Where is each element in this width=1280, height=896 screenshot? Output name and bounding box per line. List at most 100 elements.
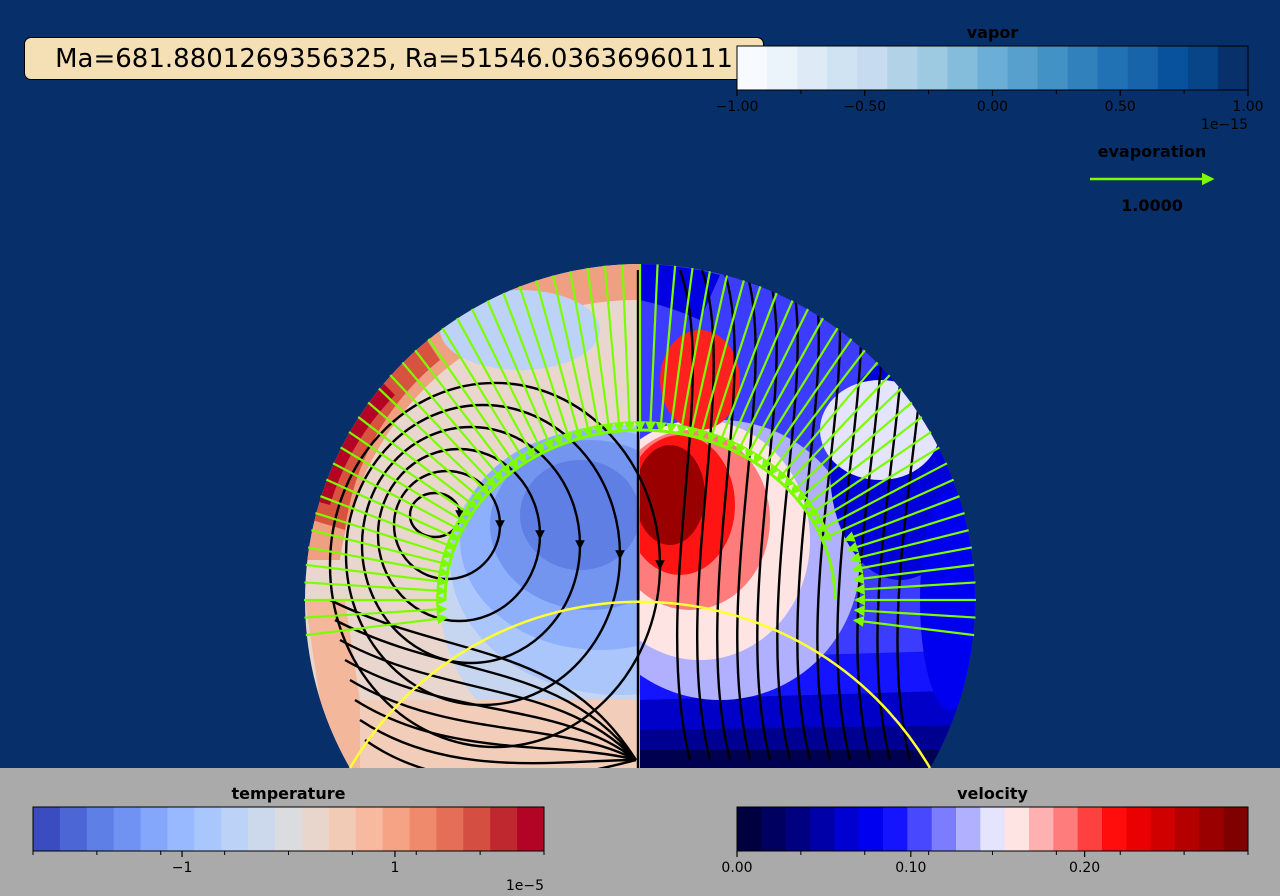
velocity-colorbar-tick-label: 0.20 — [1069, 860, 1100, 876]
vapor-colorbar-tick-label: 1.00 — [1232, 99, 1263, 115]
temperature-colorbar-swatch — [248, 807, 276, 851]
evaporation-arrow — [796, 401, 913, 502]
evaporation-arrow — [761, 338, 853, 470]
temperature-colorbar-swatch — [328, 807, 357, 851]
evaporation-arrow — [340, 446, 469, 524]
velocity-colorbar: velocity 0.00 0.10 0.20 — [721, 784, 1249, 876]
temperature-colorbar: temperature −1 1 1e−5 — [32, 784, 545, 894]
evaporation-key-label: evaporation — [1098, 142, 1207, 161]
evaporation-arrow — [311, 529, 452, 568]
streamline — [354, 698, 637, 762]
vapor-colorbar-swatch — [1187, 46, 1219, 90]
velocity-colorbar-swatch — [810, 807, 835, 851]
inner-boundary — [443, 428, 837, 601]
vapor-colorbar: vapor −1.00 −0.50 0.00 0.50 1.00 1e−15 — [716, 23, 1264, 133]
evaporation-arrow — [441, 327, 527, 465]
vapor-colorbar-swatch — [857, 46, 888, 90]
temperature-colorbar-swatch — [140, 807, 168, 851]
evaporation-arrow — [745, 317, 824, 460]
title-text: Ma=681.8801269356325, Ra=51546.036369601… — [55, 43, 733, 74]
velocity-colorbar-swatch — [1004, 807, 1030, 851]
velocity-colorbar-swatch — [761, 807, 787, 851]
evaporation-arrow — [816, 462, 948, 532]
evaporation-arrow — [843, 495, 960, 542]
evaporation-arrow — [852, 563, 975, 585]
temperature-colorbar-tick-label: −1 — [172, 860, 193, 876]
evaporation-arrow — [655, 265, 677, 434]
streamline — [776, 269, 799, 761]
streamline — [360, 425, 585, 665]
evaporation-arrow — [789, 387, 902, 495]
evaporation-arrow — [807, 431, 932, 517]
vapor-colorbar-swatch — [1127, 46, 1159, 90]
vapor-colorbar-swatch — [797, 46, 828, 90]
evaporation-arrow — [389, 374, 497, 488]
evaporation-arrow — [471, 308, 544, 455]
vapor-colorbar-tick-label: 0.00 — [977, 99, 1008, 115]
streamline — [329, 598, 638, 761]
evaporation-arrow — [378, 387, 491, 495]
evaporation-arrow — [769, 349, 866, 476]
velocity-colorbar-tick-label: 0.10 — [895, 860, 926, 876]
velocity-colorbar-swatch — [1199, 807, 1225, 851]
vapor-colorbar-swatch — [917, 46, 948, 90]
temperature-colorbar-swatch — [490, 807, 518, 851]
evaporation-arrow — [621, 264, 635, 433]
evaporation-arrow — [427, 338, 519, 470]
evaporation-arrow — [846, 511, 965, 553]
streamline — [344, 403, 625, 707]
evaporation-arrow — [518, 285, 573, 444]
evaporation-arrow — [456, 317, 535, 460]
vapor-colorbar-swatch — [1007, 46, 1039, 90]
evaporation-arrow — [676, 271, 711, 436]
streamline — [364, 739, 637, 768]
evaporation-arrow — [717, 292, 778, 447]
velocity-colorbar-swatch — [1077, 807, 1103, 851]
velocity-colorbar-swatch — [980, 807, 1006, 851]
temperature-colorbar-swatch — [409, 807, 437, 851]
streamline — [359, 719, 637, 765]
vapor-colorbar-swatch — [1217, 46, 1249, 90]
vapor-colorbar-swatch — [1067, 46, 1099, 90]
vapor-colorbar-swatch — [1097, 46, 1129, 90]
vapor-colorbar-tick-label: 0.50 — [1105, 99, 1136, 115]
temperature-colorbar-swatch — [167, 807, 195, 851]
velocity-colorbar-swatch — [1223, 807, 1249, 851]
vapor-colorbar-swatch — [1157, 46, 1189, 90]
velocity-colorbar-swatch — [858, 807, 884, 851]
temperature-colorbar-swatch — [59, 807, 88, 851]
evaporation-arrow — [811, 446, 940, 524]
velocity-colorbar-swatch — [1053, 807, 1079, 851]
vapor-colorbar-swatch — [1037, 46, 1069, 90]
evaporation-arrow — [320, 495, 457, 550]
velocity-colorbar-swatch — [1029, 807, 1054, 851]
evaporation-arrow — [502, 292, 563, 447]
evaporation-arrow — [357, 416, 479, 509]
evaporation-arrow — [535, 280, 583, 441]
streamline — [339, 638, 637, 761]
streamline — [696, 269, 715, 761]
streamline — [756, 269, 778, 761]
evaporation-arrow — [603, 265, 625, 434]
vapor-colorbar-swatch — [767, 46, 798, 90]
evaporation-arrow — [569, 271, 604, 436]
evaporation-arrow — [736, 308, 809, 455]
evaporation-arrow — [820, 478, 955, 541]
evaporation-arrow — [305, 613, 449, 637]
evaporation-arrow — [851, 546, 973, 574]
streamline — [349, 678, 637, 762]
temperature-colorbar-swatch — [382, 807, 411, 851]
temperature-colorbar-swatch — [194, 807, 222, 851]
temperature-colorbar-swatch — [33, 807, 61, 851]
temperature-colorbar-swatch — [463, 807, 491, 851]
temperature-colorbar-offset-label: 1e−5 — [506, 878, 544, 894]
velocity-colorbar-swatch — [931, 807, 957, 851]
vapor-colorbar-swatch — [737, 46, 768, 90]
temperature-colorbar-swatch — [517, 807, 545, 851]
temperature-colorbar-label: temperature — [232, 784, 346, 803]
velocity-colorbar-swatch — [785, 807, 811, 851]
vapor-colorbar-label: vapor — [967, 23, 1019, 42]
evaporation-key: evaporation 1.0000 — [1090, 142, 1215, 215]
title-box: Ma=681.8801269356325, Ra=51546.036369601… — [24, 37, 764, 80]
